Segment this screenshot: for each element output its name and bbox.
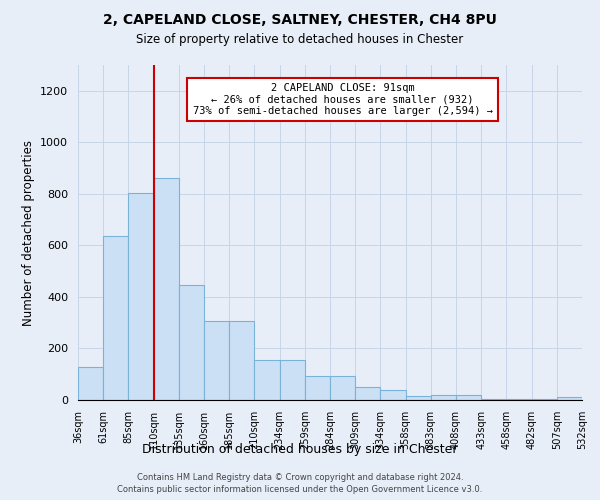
- Text: Size of property relative to detached houses in Chester: Size of property relative to detached ho…: [136, 32, 464, 46]
- Text: Distribution of detached houses by size in Chester: Distribution of detached houses by size …: [142, 442, 458, 456]
- Bar: [103, 236, 128, 400]
- Y-axis label: Number of detached properties: Number of detached properties: [22, 140, 35, 326]
- Bar: [330, 376, 355, 400]
- Bar: [154, 178, 179, 400]
- Text: Contains public sector information licensed under the Open Government Licence v3: Contains public sector information licen…: [118, 485, 482, 494]
- Bar: [380, 390, 406, 400]
- Bar: [355, 386, 380, 400]
- Bar: [179, 286, 204, 400]
- Bar: [456, 395, 481, 400]
- Bar: [305, 376, 330, 400]
- Bar: [506, 398, 532, 400]
- Bar: [431, 395, 456, 400]
- Bar: [406, 396, 431, 400]
- Bar: [254, 360, 280, 400]
- Bar: [481, 398, 506, 400]
- Bar: [557, 398, 582, 400]
- Text: 2 CAPELAND CLOSE: 91sqm
← 26% of detached houses are smaller (932)
73% of semi-d: 2 CAPELAND CLOSE: 91sqm ← 26% of detache…: [193, 83, 493, 116]
- Text: Contains HM Land Registry data © Crown copyright and database right 2024.: Contains HM Land Registry data © Crown c…: [137, 472, 463, 482]
- Bar: [78, 366, 103, 400]
- Text: 2, CAPELAND CLOSE, SALTNEY, CHESTER, CH4 8PU: 2, CAPELAND CLOSE, SALTNEY, CHESTER, CH4…: [103, 12, 497, 26]
- Bar: [229, 320, 254, 400]
- Bar: [280, 360, 305, 400]
- Bar: [204, 320, 229, 400]
- Bar: [128, 192, 154, 400]
- Bar: [532, 398, 557, 400]
